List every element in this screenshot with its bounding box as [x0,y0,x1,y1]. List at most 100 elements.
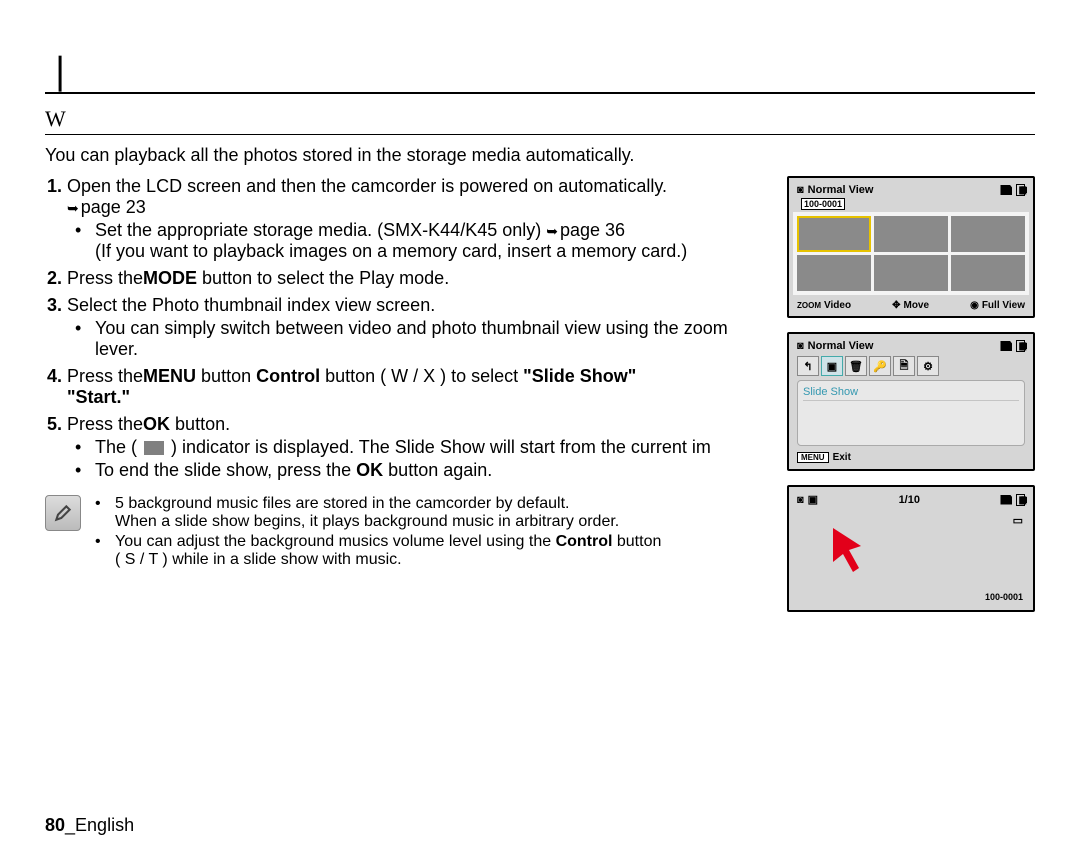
step-text: button. [170,414,230,434]
step-4: Press theMENU button Control button ( W … [67,366,775,408]
menu-settings-icon[interactable]: ⚙ [917,356,939,376]
battery-icon [1016,184,1025,196]
file-number: 100-0001 [985,592,1023,602]
bullet-text: ) indicator is displayed. The Slide Show… [166,437,711,457]
bullet: The ( ) indicator is displayed. The Slid… [67,437,775,458]
zoom-value: Video [824,300,851,311]
screen-topbar: ◙ Normal View [793,338,1029,354]
playback-area: ▭ 100-0001 [793,508,1029,606]
screen-botbar: ZOOM Video ✥ Move ◉ Full View [793,297,1029,312]
intro-text: You can playback all the photos stored i… [45,145,1035,166]
note-line: button [612,533,661,550]
step-bold: OK [143,414,170,434]
step-bold: "Slide Show" [523,366,636,386]
photo-icon: ◙ [797,340,804,352]
menu-exitbar: MENU Exit [793,450,1029,465]
card-icon [1000,341,1012,351]
right-column: ◙ Normal View 100-0001 ZOOM V [787,176,1035,626]
note-bold: Control [556,533,613,550]
bullet: Set the appropriate storage media. (SMX-… [67,220,775,262]
slideshow-play-icon [144,441,164,455]
note-text: 5 background music files are stored in t… [95,495,661,571]
page-footer: 80_English [45,815,134,836]
menu-panel: Slide Show [797,380,1025,446]
screen-topbar: ◙ ▣ 1/10 [793,491,1029,508]
step-list: Open the LCD screen and then the camcord… [45,176,775,481]
cursor-arrow-icon [833,528,873,577]
step-5: Press theOK button. The ( ) indicator is… [67,414,775,481]
note-line: ( S / T ) while in a slide show with mus… [115,551,402,568]
step-text: Press the [67,268,143,288]
step-2: Press theMODE button to select the Play … [67,268,775,289]
fullscreen-icon: ▭ [1013,514,1023,527]
step-3: Select the Photo thumbnail index view sc… [67,295,775,360]
bullet-bold: OK [356,460,383,480]
step-bold: "Start." [67,387,130,407]
bullet-text: button again. [383,460,492,480]
menu-delete-icon[interactable]: 🗑 [845,356,867,376]
zoom-label: ZOOM [797,301,821,310]
section-subtitle: W [45,100,1035,135]
page-ref: page 36 [546,220,625,240]
move-label: Move [903,300,929,311]
menu-button[interactable]: MENU [797,452,829,463]
screen-playback: ◙ ▣ 1/10 ▭ 100-0001 [787,485,1035,612]
bullet-text: Set the appropriate storage media. (SMX-… [95,220,541,240]
menu-protect-icon[interactable]: 🔑 [869,356,891,376]
step-text: Press the [67,366,143,386]
card-icon [1000,185,1012,195]
step-text: Press the [67,414,143,434]
menu-icon-bar: ↰ ▣ 🗑 🔑 🗎 ⚙ [793,354,1029,378]
step-text: button [196,366,256,386]
thumbnail[interactable] [797,255,871,291]
screen-menu: ◙ Normal View ↰ ▣ 🗑 🔑 🗎 ⚙ Slide Show [787,332,1035,471]
menu-back-icon[interactable]: ↰ [797,356,819,376]
menu-slideshow-icon[interactable]: ▣ [821,356,843,376]
page-ref: page 23 [67,197,146,217]
thumbnail[interactable] [951,255,1025,291]
step-bullets: The ( ) indicator is displayed. The Slid… [67,437,775,481]
card-icon [1000,495,1012,505]
step-text: button to select the Play mode. [197,268,449,288]
footer-lang: _English [65,815,134,835]
thumbnail[interactable] [874,255,948,291]
battery-icon [1016,340,1025,352]
thumbnail[interactable] [951,216,1025,252]
step-bold: MODE [143,268,197,288]
step-bold: MENU [143,366,196,386]
left-column: Open the LCD screen and then the camcord… [45,176,783,571]
step-text: Select the Photo thumbnail index view sc… [67,295,435,315]
note-line: 5 background music files are stored in t… [115,495,569,512]
step-1: Open the LCD screen and then the camcord… [67,176,775,262]
menu-copy-icon[interactable]: 🗎 [893,356,915,376]
exit-label: Exit [833,452,851,463]
battery-icon [1016,494,1025,506]
photo-icon: ◙ [797,184,804,196]
note-line: You can adjust the background musics vol… [115,533,556,550]
step-text: button ( W / X ) to select [320,366,523,386]
thumbnail[interactable] [797,216,871,252]
thumbnail-grid [793,212,1029,295]
thumbnail[interactable] [874,216,948,252]
note-icon [45,495,81,531]
screen-title: Normal View [808,184,874,196]
joystick-icon: ✥ [892,300,900,311]
step-bullets: Set the appropriate storage media. (SMX-… [67,220,775,262]
step-text: Open the LCD screen and then the camcord… [67,176,667,196]
note-item: 5 background music files are stored in t… [95,495,661,531]
step-bold: Control [256,366,320,386]
content-row: Open the LCD screen and then the camcord… [45,176,1035,626]
menu-item-slideshow[interactable]: Slide Show [803,384,1019,401]
play-indicator-icon: ▣ [808,493,818,506]
bullet: To end the slide show, press the OK butt… [67,460,775,481]
screen-topbar: ◙ Normal View [793,182,1029,198]
note-line: When a slide show begins, it plays backg… [115,513,619,530]
counter: 1/10 [899,494,920,506]
bullet: You can simply switch between video and … [67,318,775,360]
pencil-icon [53,503,73,523]
note-item: You can adjust the background musics vol… [95,533,661,569]
screen-title: Normal View [808,340,874,352]
fullview-label: Full View [982,300,1025,311]
step-bullets: You can simply switch between video and … [67,318,775,360]
note-box: 5 background music files are stored in t… [45,495,775,571]
